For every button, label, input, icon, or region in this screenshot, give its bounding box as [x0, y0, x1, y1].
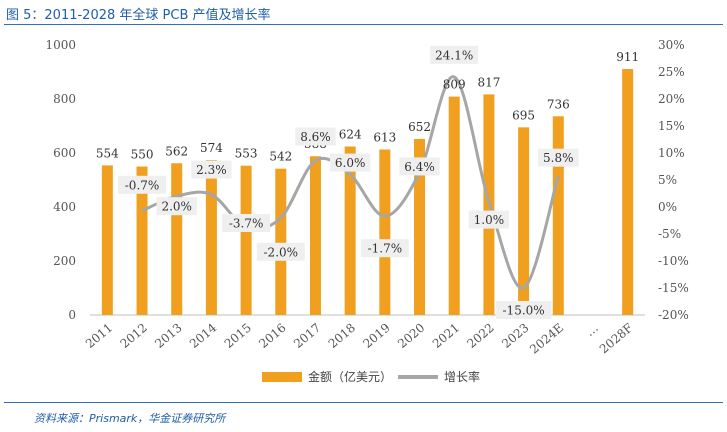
x-tick-label: 2021 — [430, 321, 462, 351]
growth-label-box — [191, 160, 232, 179]
pcb-chart: 0 200 400 600 800 1000 -20% -15% -10% -5% 0% 5% 10% 1… — [45, 38, 689, 384]
y-right-tick: 15% — [658, 119, 685, 133]
bar-value-label: 550 — [131, 148, 154, 162]
growth-value-label: 6.4% — [404, 160, 435, 174]
bar-value-label: 574 — [200, 141, 223, 155]
source-note: 资料来源：Prismark，华金证券研究所 — [34, 412, 226, 425]
growth-label-box — [156, 197, 197, 216]
x-tick-label: 2013 — [152, 321, 184, 351]
legend-bar-label: 金额（亿美元） — [308, 369, 392, 384]
growth-value-label: 8.6% — [300, 130, 331, 144]
source-rule — [4, 402, 723, 403]
bar — [136, 166, 148, 315]
bar — [205, 160, 217, 315]
y-right-tick: 25% — [658, 65, 685, 79]
figure-title: 图 5：2011-2028 年全球 PCB 产值及增长率 — [6, 8, 271, 23]
y-right-tick: -15% — [658, 281, 689, 295]
legend-bar-swatch — [262, 372, 302, 382]
bar — [344, 146, 356, 315]
growth-label-box — [399, 157, 440, 176]
bars — [101, 69, 634, 315]
growth-value-label: 2.3% — [196, 163, 227, 177]
bar — [552, 116, 564, 315]
bar — [414, 138, 426, 315]
y-right-tick: 10% — [658, 146, 685, 160]
x-tick-label: 2017 — [291, 321, 323, 351]
y-left-tick: 0 — [68, 308, 76, 322]
bar — [171, 163, 183, 315]
bar-value-label: 624 — [339, 128, 362, 142]
x-tick-label: 2024E — [527, 321, 566, 357]
growth-label-box — [222, 213, 271, 232]
x-tick-label: 2022 — [464, 321, 496, 351]
bar — [518, 127, 530, 315]
title-rule — [4, 24, 723, 25]
growth-label-box — [468, 210, 510, 229]
x-tick-label: 2016 — [256, 321, 288, 351]
growth-line-path — [141, 75, 560, 290]
growth-label-box — [295, 127, 336, 146]
bar-value-label: 695 — [512, 108, 535, 122]
y-right-tick: 20% — [658, 92, 685, 106]
growth-label-box — [256, 242, 305, 261]
bar-value-label: 817 — [477, 75, 500, 89]
bar — [448, 96, 460, 315]
growth-value-label: -2.0% — [264, 245, 299, 259]
growth-value-label: 2.0% — [161, 200, 192, 214]
growth-value-label: -0.7% — [125, 178, 160, 192]
x-tick-label: 2019 — [360, 321, 392, 351]
x-tick-label: … — [583, 321, 601, 339]
y-left-tick: 600 — [53, 146, 76, 160]
bar — [379, 149, 391, 315]
bar-value-label: 542 — [269, 150, 292, 164]
data-labels: 5545505625745535425886246136528098176957… — [96, 45, 639, 319]
growth-value-label: 1.0% — [474, 213, 505, 227]
x-tick-label: 2012 — [118, 321, 150, 351]
y-right-tick: -10% — [658, 254, 689, 268]
bar — [101, 165, 113, 315]
bar — [240, 165, 252, 315]
growth-value-label: 5.8% — [543, 151, 574, 165]
y-left-tick: 1000 — [45, 38, 76, 52]
bar — [275, 168, 287, 315]
y-right-tick: -5% — [658, 227, 681, 241]
growth-value-label: -3.7% — [229, 216, 264, 230]
legend: 金额（亿美元） 增长率 — [262, 369, 480, 384]
bar-value-label: 736 — [547, 97, 570, 111]
bar-value-label: 554 — [96, 146, 119, 160]
y-right-tick: 30% — [658, 38, 685, 52]
y-right-tick: 0% — [658, 200, 677, 214]
growth-label-box — [495, 301, 552, 319]
x-tick-label: 2014 — [187, 320, 220, 351]
growth-label-box — [118, 175, 167, 194]
y-left-tick: 400 — [53, 200, 76, 214]
bar-value-label: 652 — [408, 120, 431, 134]
growth-value-label: -1.7% — [368, 242, 403, 256]
x-tick-label: 2011 — [83, 321, 115, 351]
bar-value-label: 562 — [165, 144, 188, 158]
growth-label-box — [538, 148, 579, 167]
legend-line-label: 增长率 — [444, 369, 480, 384]
growth-label-box — [360, 239, 409, 258]
growth-label-box — [430, 45, 479, 64]
bar — [622, 69, 634, 315]
growth-value-label: 24.1% — [435, 48, 473, 62]
y-right-tick: -20% — [658, 308, 689, 322]
y-left-tick: 200 — [53, 254, 76, 268]
y-right-tick: 5% — [658, 173, 677, 187]
bar-value-label: 809 — [443, 78, 466, 92]
y-left-tick: 800 — [53, 92, 76, 106]
x-tick-label: 2028F — [597, 321, 636, 357]
bar-value-label: 613 — [373, 130, 396, 144]
x-tick-label: 2020 — [395, 321, 427, 351]
x-tick-label: 2015 — [222, 321, 254, 351]
bar-value-label: 553 — [235, 147, 258, 161]
growth-value-label: 6.0% — [335, 156, 366, 170]
bar — [309, 156, 321, 315]
growth-value-label: -15.0% — [503, 304, 545, 318]
growth-label-box — [329, 153, 371, 172]
growth-line — [141, 75, 560, 290]
x-tick-label: 2018 — [326, 321, 358, 351]
bar-value-label: 911 — [616, 50, 639, 64]
